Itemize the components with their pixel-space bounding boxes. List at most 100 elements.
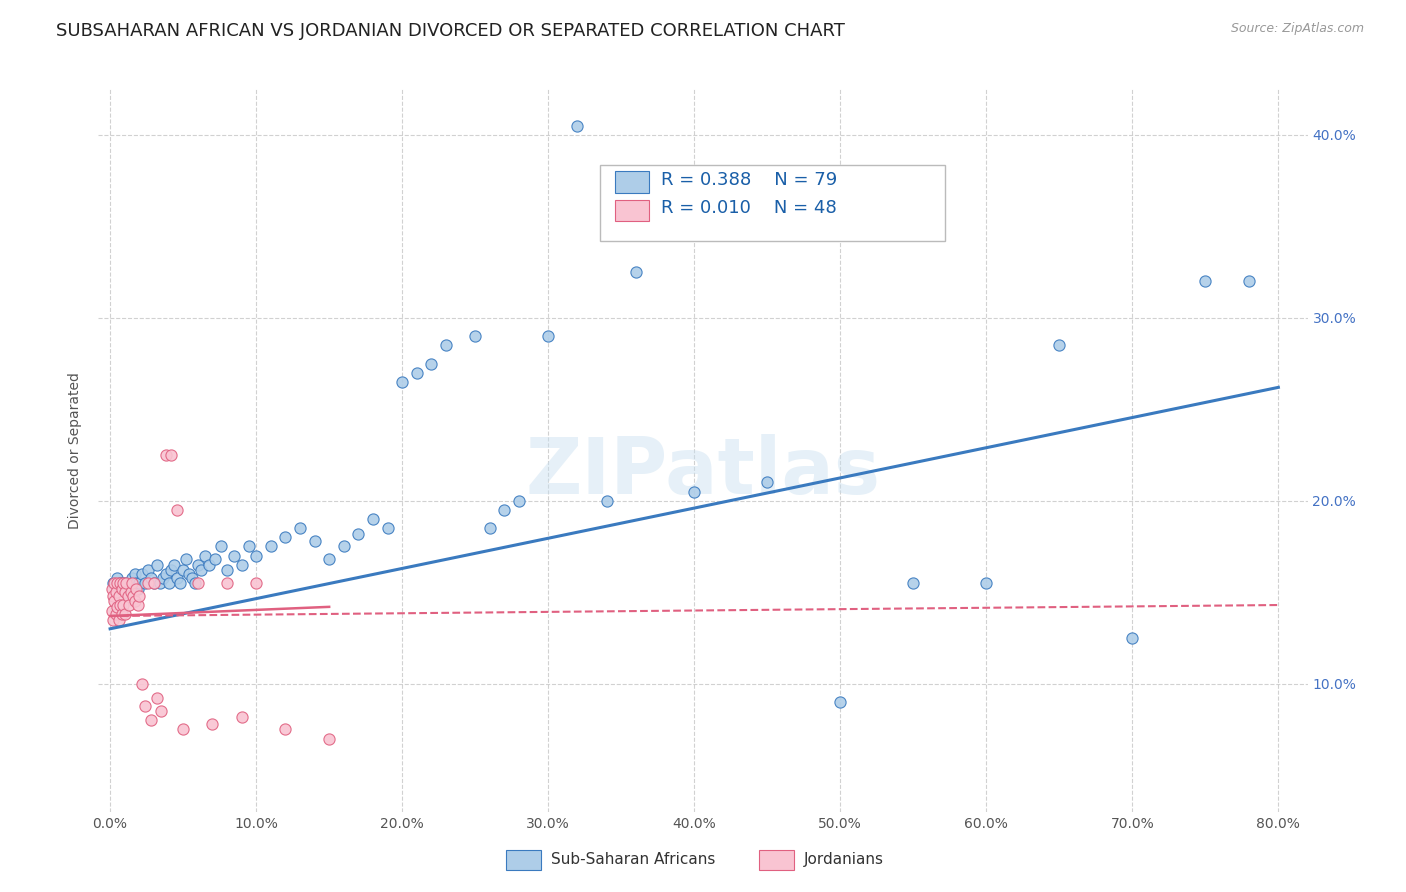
Point bbox=[114, 607, 136, 622]
Point bbox=[111, 607, 134, 622]
Point bbox=[166, 503, 188, 517]
Point bbox=[101, 613, 124, 627]
Point bbox=[231, 558, 253, 572]
Point bbox=[131, 676, 153, 690]
Point bbox=[172, 723, 194, 737]
Point bbox=[830, 695, 852, 709]
Point bbox=[260, 540, 283, 554]
Point bbox=[121, 571, 143, 585]
Point bbox=[464, 329, 486, 343]
Point bbox=[114, 576, 136, 591]
Point bbox=[134, 698, 156, 713]
Point bbox=[274, 723, 297, 737]
Point bbox=[122, 576, 145, 591]
Point bbox=[391, 375, 413, 389]
Point bbox=[595, 493, 617, 508]
Point bbox=[110, 598, 132, 612]
Point bbox=[508, 493, 530, 508]
Point bbox=[209, 540, 232, 554]
Point bbox=[100, 603, 122, 617]
Text: Source: ZipAtlas.com: Source: ZipAtlas.com bbox=[1230, 22, 1364, 36]
Y-axis label: Divorced or Separated: Divorced or Separated bbox=[69, 372, 83, 529]
Point bbox=[756, 475, 779, 490]
Point bbox=[1237, 274, 1260, 288]
Point bbox=[146, 558, 169, 572]
Point bbox=[1194, 274, 1216, 288]
Point bbox=[112, 598, 135, 612]
Point bbox=[127, 598, 149, 612]
Point bbox=[245, 576, 267, 591]
Point bbox=[215, 576, 238, 591]
Point bbox=[104, 585, 127, 599]
Point bbox=[125, 582, 148, 596]
Point bbox=[163, 558, 186, 572]
Point bbox=[152, 571, 174, 585]
Point bbox=[118, 582, 141, 596]
Point bbox=[567, 119, 589, 133]
Point bbox=[180, 571, 202, 585]
Point bbox=[238, 540, 260, 554]
Point bbox=[1121, 631, 1143, 645]
Point bbox=[121, 576, 143, 591]
Point bbox=[110, 576, 132, 591]
Point bbox=[903, 576, 925, 591]
Point bbox=[124, 594, 146, 608]
Point bbox=[187, 576, 209, 591]
Text: ZIPatlas: ZIPatlas bbox=[526, 434, 880, 510]
Point bbox=[155, 566, 177, 581]
Point bbox=[111, 576, 134, 591]
Point bbox=[174, 552, 197, 566]
Point bbox=[160, 448, 183, 462]
Point bbox=[128, 576, 150, 591]
Point bbox=[134, 576, 156, 591]
Point bbox=[142, 576, 165, 591]
Point bbox=[177, 566, 200, 581]
Point bbox=[347, 526, 370, 541]
Point bbox=[157, 576, 180, 591]
Point bbox=[104, 607, 127, 622]
Point bbox=[118, 598, 141, 612]
Point bbox=[127, 582, 149, 596]
Point bbox=[624, 265, 647, 279]
Point bbox=[107, 599, 129, 614]
Point bbox=[184, 576, 207, 591]
Point bbox=[131, 566, 153, 581]
Point bbox=[136, 576, 159, 591]
FancyBboxPatch shape bbox=[600, 165, 945, 241]
Point bbox=[103, 576, 125, 591]
Point bbox=[274, 530, 297, 544]
Text: R = 0.010    N = 48: R = 0.010 N = 48 bbox=[661, 200, 837, 218]
Point bbox=[169, 576, 191, 591]
Point bbox=[172, 563, 194, 577]
Point bbox=[139, 713, 162, 727]
Point bbox=[150, 704, 173, 718]
Point bbox=[160, 563, 183, 577]
Point bbox=[101, 589, 124, 603]
Point bbox=[103, 576, 125, 591]
Point bbox=[187, 558, 209, 572]
Point bbox=[190, 563, 212, 577]
Point bbox=[108, 589, 131, 603]
Point bbox=[149, 576, 172, 591]
Text: SUBSAHARAN AFRICAN VS JORDANIAN DIVORCED OR SEPARATED CORRELATION CHART: SUBSAHARAN AFRICAN VS JORDANIAN DIVORCED… bbox=[56, 22, 845, 40]
Point bbox=[318, 731, 340, 746]
Point bbox=[304, 534, 326, 549]
Point bbox=[125, 576, 148, 591]
Point bbox=[318, 552, 340, 566]
Point bbox=[1047, 338, 1070, 352]
FancyBboxPatch shape bbox=[614, 171, 648, 193]
Point bbox=[108, 613, 131, 627]
Point bbox=[139, 571, 162, 585]
Point bbox=[420, 357, 443, 371]
Point bbox=[112, 580, 135, 594]
Point bbox=[108, 582, 131, 596]
Point bbox=[120, 585, 142, 599]
Point bbox=[112, 576, 135, 591]
Point bbox=[120, 576, 142, 591]
Point bbox=[434, 338, 457, 352]
Point bbox=[122, 589, 145, 603]
Text: Jordanians: Jordanians bbox=[804, 853, 884, 867]
Point bbox=[361, 512, 384, 526]
Point bbox=[117, 589, 139, 603]
Point bbox=[288, 521, 311, 535]
